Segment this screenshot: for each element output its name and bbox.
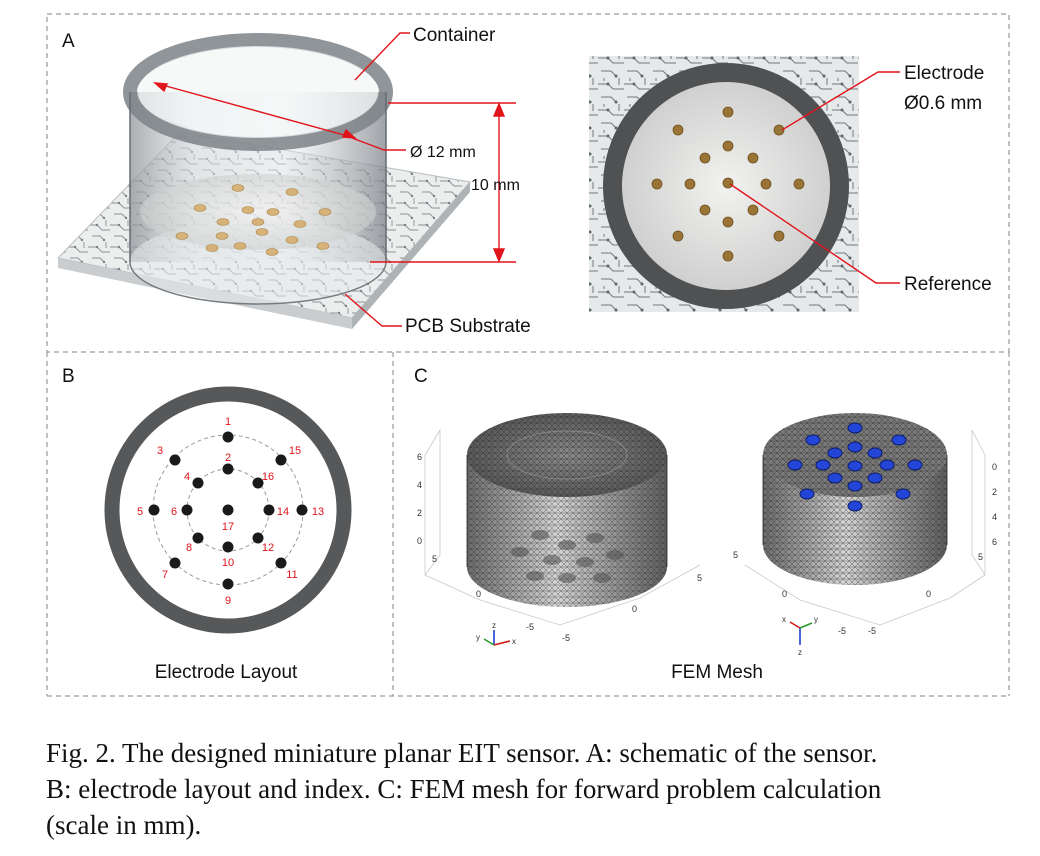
electrode-index: 1 (225, 416, 231, 428)
panel-b-title: Electrode Layout (155, 662, 298, 683)
svg-text:5: 5 (697, 573, 702, 583)
electrode-callout-line (781, 71, 900, 131)
svg-text:5: 5 (432, 554, 437, 564)
svg-text:-5: -5 (526, 622, 534, 632)
right-mesh-axes (744, 429, 986, 626)
pcb-label: PCB Substrate (405, 316, 531, 337)
caption-line-2: B: electrode layout and index. C: FEM me… (46, 774, 882, 804)
container-cylinder (123, 33, 393, 305)
right-y-ticks: 5 0 -5 (733, 550, 846, 636)
electrode-index: 9 (225, 595, 231, 607)
electrode-index: 11 (286, 569, 297, 581)
mesh-electrodes (787, 422, 923, 512)
container-electrodes (175, 184, 332, 256)
container-callout-line (354, 32, 410, 81)
electrode-index: 12 (262, 542, 274, 554)
reference-callout-line (729, 183, 900, 284)
panel-c-title: FEM Mesh (671, 662, 763, 683)
right-x-ticks: 5 0 -5 (868, 552, 983, 636)
electrode-index: 14 (277, 506, 289, 518)
svg-text:0: 0 (632, 604, 637, 614)
svg-text:x: x (782, 615, 786, 624)
right-z-ticks: 0 2 4 6 (992, 462, 997, 547)
electrode-index: 17 (222, 521, 234, 533)
svg-text:x: x (512, 637, 516, 646)
svg-text:z: z (492, 621, 496, 630)
svg-text:4: 4 (992, 512, 997, 522)
electrode-index: 8 (186, 542, 192, 554)
electrode-layout-dots (148, 431, 308, 590)
right-axis-triad (789, 621, 813, 645)
electrode-index: 4 (184, 471, 190, 483)
panel-a-letter: A (62, 31, 75, 52)
figure-caption: Fig. 2. The designed miniature planar EI… (46, 735, 1026, 843)
reference-label: Reference (904, 274, 992, 295)
svg-text:0: 0 (417, 536, 422, 546)
panel-c: C 6 4 2 0 5 0 -5 5 0 -5 (414, 366, 997, 683)
svg-text:5: 5 (733, 550, 738, 560)
pcb-callout-line (344, 293, 402, 327)
svg-text:y: y (476, 633, 480, 642)
svg-text:2: 2 (417, 508, 422, 518)
electrode-index: 7 (162, 569, 168, 581)
electrode-index: 13 (312, 506, 324, 518)
panel-c-letter: C (414, 366, 428, 387)
svg-text:6: 6 (417, 452, 422, 462)
left-axis-triad (483, 630, 511, 646)
electrode-index: 16 (262, 471, 274, 483)
caption-line-3: (scale in mm). (46, 810, 202, 840)
diameter-label: Ø 12 mm (410, 144, 476, 161)
svg-text:z: z (798, 648, 802, 657)
electrode-size-label: Ø0.6 mm (904, 93, 982, 114)
left-triad-labels: z y x (476, 621, 516, 646)
electrode-index: 2 (225, 452, 231, 464)
right-triad-labels: x y z (782, 615, 818, 657)
sensor-top-view (589, 56, 859, 312)
diameter-dimension (152, 82, 406, 151)
svg-text:0: 0 (926, 589, 931, 599)
electrode-index: 10 (222, 557, 234, 569)
svg-text:2: 2 (992, 487, 997, 497)
panel-a: A (57, 25, 992, 337)
left-z-ticks: 6 4 2 0 (417, 452, 422, 546)
svg-text:-5: -5 (838, 626, 846, 636)
electrode-index: 15 (289, 445, 301, 457)
electrode-index: 3 (157, 445, 163, 457)
fem-mesh-plain (466, 413, 668, 607)
electrode-index: 5 (137, 506, 143, 518)
electrode-index: 6 (171, 506, 177, 518)
svg-text:0: 0 (782, 589, 787, 599)
svg-text:4: 4 (417, 480, 422, 490)
fem-mesh-with-electrodes (762, 413, 948, 585)
panel-frames (46, 13, 1010, 697)
electrode-index-labels: 1 2 3 4 5 6 7 8 9 10 11 12 13 14 15 16 1… (137, 416, 324, 607)
svg-text:-5: -5 (562, 633, 570, 643)
container-label: Container (413, 25, 496, 46)
panel-b: B 1 2 3 4 5 6 7 8 9 10 11 12 (62, 366, 352, 683)
svg-text:6: 6 (992, 537, 997, 547)
left-y-ticks: 5 0 -5 (562, 573, 702, 643)
electrode-label: Electrode (904, 63, 984, 84)
height-label: 10 mm (471, 177, 520, 194)
caption-line-1: Fig. 2. The designed miniature planar EI… (46, 738, 878, 768)
svg-text:-5: -5 (868, 626, 876, 636)
container-ring (104, 386, 352, 634)
svg-text:0: 0 (992, 462, 997, 472)
left-x-ticks: 5 0 -5 (432, 554, 534, 632)
top-view-electrodes (651, 106, 805, 262)
svg-text:0: 0 (476, 589, 481, 599)
figure-2: A (46, 13, 1010, 697)
svg-text:5: 5 (978, 552, 983, 562)
left-mesh-axes (424, 428, 701, 626)
svg-text:y: y (814, 615, 818, 624)
panel-b-letter: B (62, 366, 75, 387)
height-dimension (370, 102, 516, 263)
